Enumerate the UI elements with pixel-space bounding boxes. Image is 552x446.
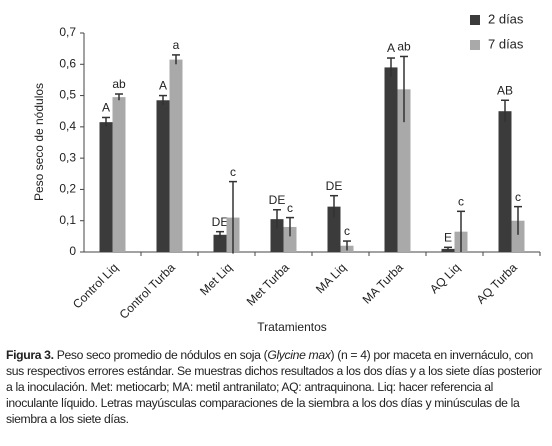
legend-swatch xyxy=(470,15,480,25)
bar xyxy=(384,67,398,253)
bar xyxy=(397,89,411,252)
bar xyxy=(270,219,284,252)
significance-letter: ab xyxy=(397,40,411,54)
significance-letter: DE xyxy=(269,193,286,207)
x-tick-label: Control Turba xyxy=(117,260,179,322)
bar xyxy=(112,97,126,252)
legend-label: 7 días xyxy=(488,36,524,51)
y-tick-label: 0,4 xyxy=(59,119,76,133)
bar xyxy=(213,234,227,252)
bar xyxy=(498,111,512,252)
bar xyxy=(169,59,183,252)
bar xyxy=(283,226,297,252)
y-tick-label: 0,2 xyxy=(59,182,76,196)
significance-letter: A xyxy=(102,101,110,115)
significance-letter: DE xyxy=(326,179,343,193)
y-tick-label: 0,5 xyxy=(59,88,76,102)
y-tick-label: 0,1 xyxy=(59,213,76,227)
y-axis-label: Peso seco de nódulos xyxy=(32,83,46,201)
chart: Peso seco de nódulos Tratamientos 0 0,1 0,… xyxy=(32,11,541,334)
significance-letter: c xyxy=(230,165,236,179)
bar xyxy=(156,100,170,252)
bar xyxy=(511,220,525,252)
y-tick-label: 0,6 xyxy=(59,56,76,70)
y-tick-label: 0,7 xyxy=(59,25,76,39)
x-tick-label: MA Liq xyxy=(313,260,349,296)
y-tick-label: 0 xyxy=(69,244,76,258)
x-tick-label: Met Liq xyxy=(197,260,235,298)
significance-letter: a xyxy=(173,38,180,52)
caption-text: ) (n = 4) por maceta en invernáculo, con… xyxy=(6,348,542,426)
caption-label: Figura 3. xyxy=(6,348,54,362)
significance-letter: A xyxy=(387,41,395,55)
significance-letter: ab xyxy=(112,77,126,91)
y-tick-label: 0,3 xyxy=(59,150,76,164)
caption-species: Glycine max xyxy=(267,348,331,362)
bar xyxy=(327,206,341,252)
x-axis-label: Tratamientos xyxy=(257,320,327,334)
legend-swatch xyxy=(470,40,480,50)
caption: Figura 3. Peso seco promedio de nódulos … xyxy=(6,347,548,427)
bar xyxy=(99,122,113,253)
x-tick-label: Control Liq xyxy=(70,260,121,311)
significance-letter: c xyxy=(515,190,521,204)
x-tick-label: Met Turba xyxy=(244,260,292,308)
x-tick-label: AQ Turba xyxy=(474,260,520,306)
significance-letter: DE xyxy=(212,215,229,229)
legend-label: 2 días xyxy=(488,11,524,26)
significance-letter: E xyxy=(444,230,452,244)
significance-letter: c xyxy=(287,201,293,215)
significance-letter: AB xyxy=(497,83,513,97)
caption-text: Peso seco promedio de nódulos en soja ( xyxy=(56,348,268,362)
x-tick-label: AQ Liq xyxy=(427,260,463,296)
significance-letter: c xyxy=(344,224,350,238)
significance-letter: c xyxy=(458,195,464,209)
x-tick-label: MA Turba xyxy=(360,260,406,306)
significance-letter: A xyxy=(159,79,167,93)
